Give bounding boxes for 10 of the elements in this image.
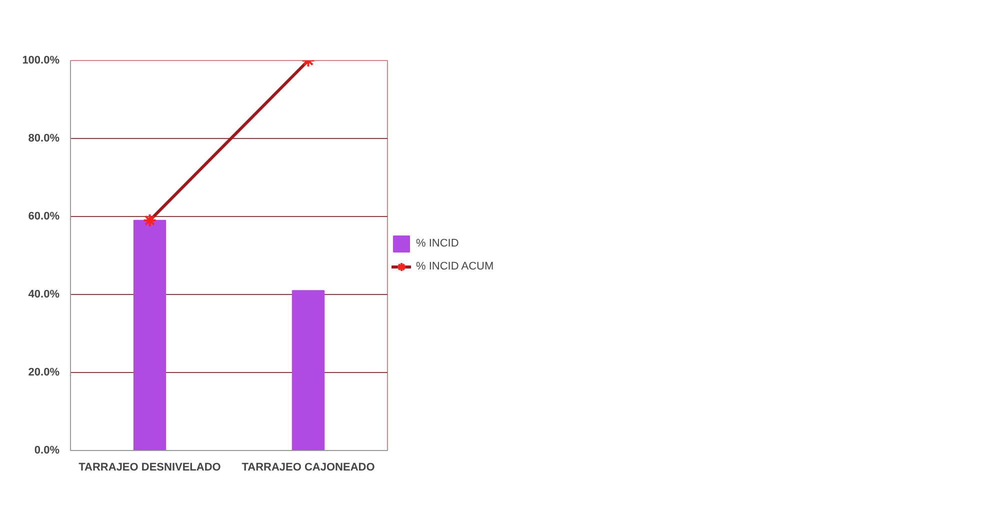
y-tick-label: 0.0% [34,444,60,456]
legend-label: % INCID [416,238,460,250]
y-tick-label: 40.0% [28,288,60,300]
y-tick-label: 100.0% [22,54,60,66]
x-tick-label: TARRAJEO CAJONEADO [242,462,376,474]
x-tick-label: TARRAJEO DESNIVELADO [78,462,222,474]
y-tick-label: 60.0% [28,210,60,222]
y-tick-label: 20.0% [28,366,60,378]
y-tick-label: 80.0% [28,132,60,144]
legend-label: % INCID ACUM [416,260,495,272]
